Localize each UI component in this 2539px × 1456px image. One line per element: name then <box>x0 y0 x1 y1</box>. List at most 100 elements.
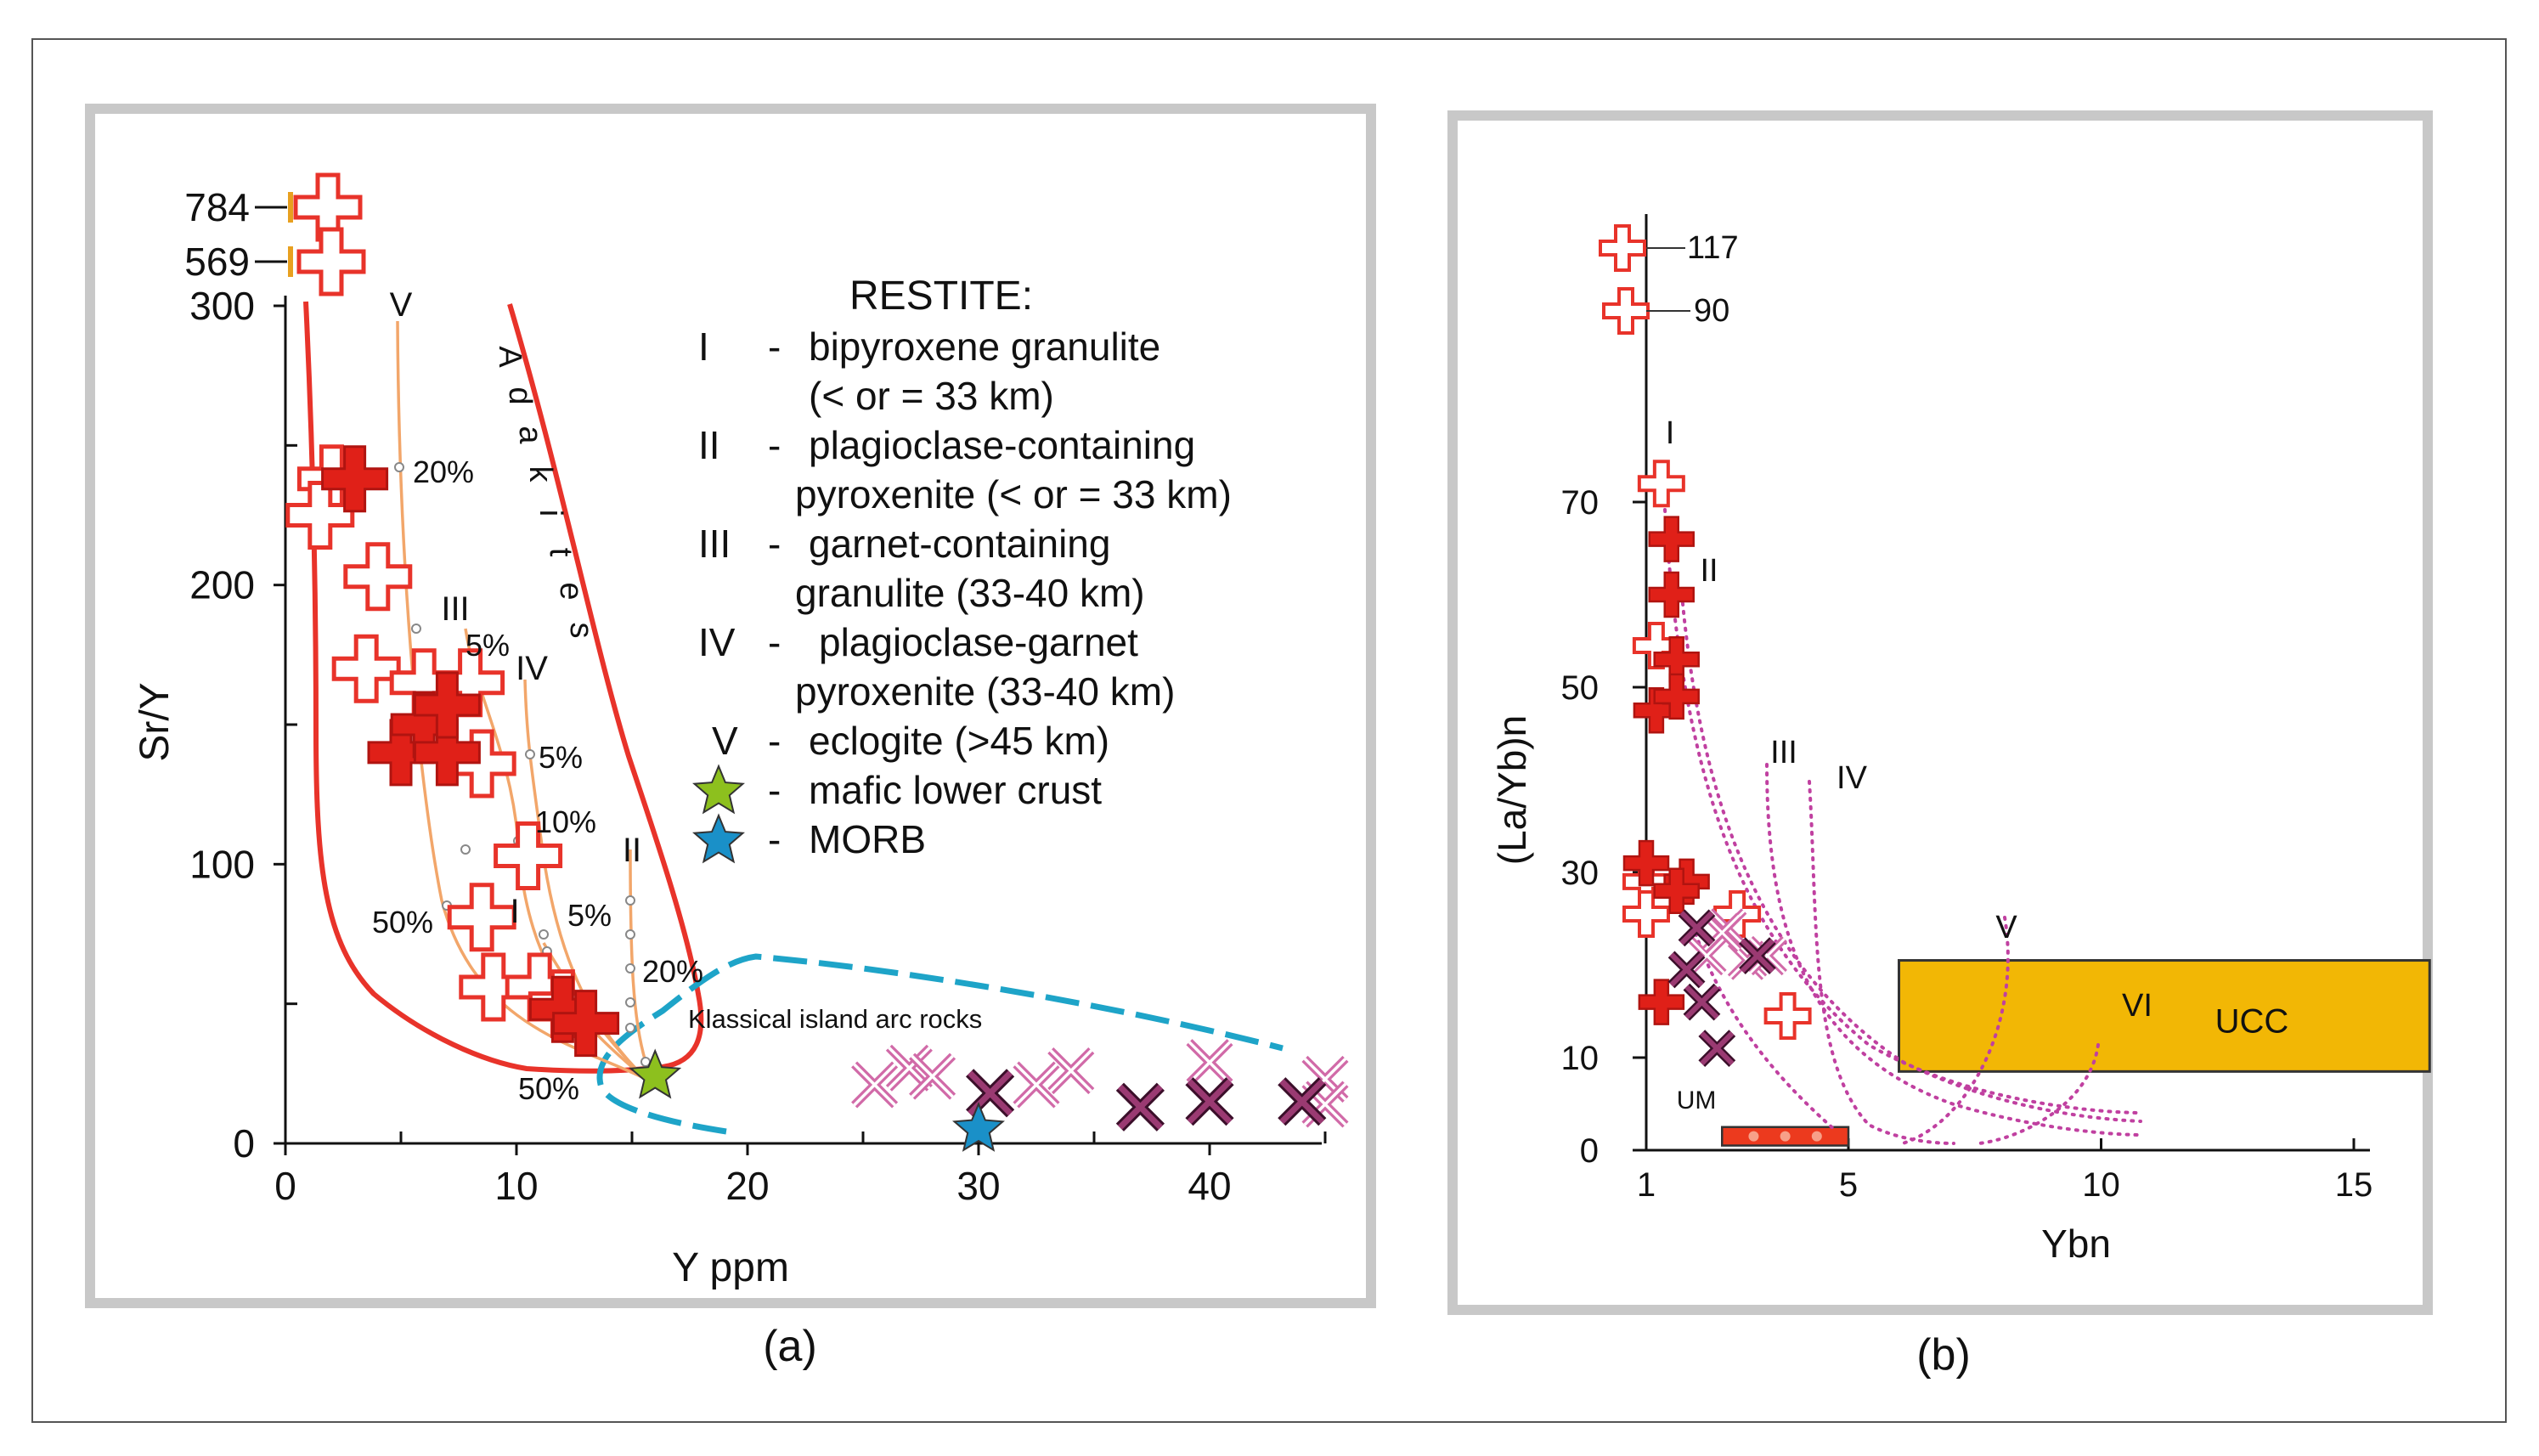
percent-label: 20% <box>413 454 474 489</box>
x-tick-label: 10 <box>494 1164 538 1208</box>
y-tick-label: 100 <box>189 842 255 886</box>
panel-label: (a) <box>763 1322 817 1371</box>
legend-num: I <box>698 324 709 369</box>
legend-num: IV <box>698 620 736 664</box>
x-mark-icon <box>970 1073 1011 1114</box>
y-tick-label: 50 <box>1561 669 1600 707</box>
legend-dash: - <box>768 719 781 763</box>
path-label-ii: II <box>1700 553 1718 589</box>
path-label-v: V <box>1995 910 2017 945</box>
um-field-dot <box>1780 1131 1791 1142</box>
legend-dash: - <box>768 620 781 664</box>
y-tick-label: 300 <box>189 284 255 328</box>
x-tick-label: 30 <box>956 1164 1000 1208</box>
vertical-field-label-letter: t <box>543 548 578 557</box>
path-label-i: I <box>1666 415 1675 451</box>
path-label-v: V <box>390 286 413 324</box>
percent-label: 5% <box>539 740 583 775</box>
percent-label: 5% <box>567 898 612 933</box>
legend-text: pyroxenite (33-40 km) <box>795 669 1175 714</box>
path-label-vi: VI <box>2122 988 2153 1024</box>
panel-a-frame <box>85 104 1376 1308</box>
x-tick-label: 5 <box>1839 1166 1858 1204</box>
y-axis-label: Sr/Y <box>133 682 178 761</box>
panel-b-frame <box>1447 110 2433 1315</box>
x-mark-icon <box>1016 1064 1057 1105</box>
y-tick-label: 0 <box>233 1121 255 1165</box>
vertical-field-label-letter: i <box>533 510 568 516</box>
solid-cross-icon <box>1648 571 1695 618</box>
legend-dash: - <box>768 522 781 566</box>
x-mark-icon <box>1189 1042 1230 1083</box>
open-cross-icon <box>1599 224 1646 272</box>
open-cross-icon <box>346 545 410 609</box>
path-label-i: I <box>510 893 519 930</box>
star-icon <box>629 1048 682 1099</box>
percent-label: 50% <box>372 905 433 940</box>
path-label-iv: IV <box>516 650 548 687</box>
percent-label: 5% <box>465 628 510 663</box>
legend-dash: - <box>768 423 781 467</box>
vertical-field-label-letter: s <box>563 623 599 639</box>
path-label-iii: III <box>1770 735 1797 770</box>
vertical-field-label-letter: a <box>512 426 548 444</box>
vertical-field-label-letter: A <box>492 346 528 368</box>
y-tick-label: 10 <box>1561 1040 1600 1077</box>
x-mark-icon <box>1189 1081 1230 1122</box>
legend: RESTITE: I - bipyroxene granulite (< or … <box>692 274 1232 864</box>
percent-label: 10% <box>535 804 596 839</box>
x-mark-icon <box>1682 912 1712 943</box>
open-cross-icon <box>299 229 364 294</box>
y-tick-label: 200 <box>189 563 255 607</box>
adakite-field-outline <box>303 301 704 1074</box>
star-icon <box>692 813 745 864</box>
panel-label: (b) <box>1916 1330 1971 1380</box>
legend-dash: - <box>768 324 781 369</box>
legend-text: plagioclase-containing <box>809 423 1195 467</box>
open-cross-icon <box>334 636 398 701</box>
x-mark-icon <box>1282 1081 1323 1122</box>
x-tick-label: 10 <box>2082 1166 2120 1204</box>
legend-text: bipyroxene granulite <box>809 324 1160 369</box>
outer-border <box>31 38 2507 1423</box>
legend-title: RESTITE: <box>849 274 1033 319</box>
x-mark-icon <box>1051 1051 1092 1092</box>
break-label: 117 <box>1687 230 1739 266</box>
percent-label: 50% <box>518 1071 579 1106</box>
legend-text: eclogite (>45 km) <box>809 719 1109 763</box>
path-label-iv: IV <box>1837 760 1868 796</box>
x-axis-label: Y ppm <box>672 1245 789 1290</box>
legend-num: V <box>712 719 738 763</box>
x-mark-icon <box>1701 1033 1732 1064</box>
legend-num: II <box>698 423 720 467</box>
percent-label: 20% <box>642 954 703 989</box>
legend-text: garnet-containing <box>809 522 1110 566</box>
um-label: UM <box>1677 1086 1717 1115</box>
legend-num: III <box>698 522 731 566</box>
legend-dash: - <box>768 817 781 861</box>
x-tick-label: 15 <box>2335 1166 2373 1204</box>
legend-text: (< or = 33 km) <box>809 374 1054 418</box>
um-field-dot <box>1748 1131 1759 1142</box>
path-label-ii: II <box>623 832 641 869</box>
star-icon <box>952 1101 1005 1152</box>
y-break-label: 784 <box>184 185 250 229</box>
panel-a: 0 10 20 30 40 0 100 200 300 784 569 Y ppm Sr/Y A… <box>133 175 1346 1371</box>
y-tick-label: 30 <box>1561 855 1600 892</box>
break-label: 90 <box>1694 293 1729 329</box>
ucc-label: UCC <box>2215 1002 2289 1040</box>
x-tick-label: 20 <box>725 1164 769 1208</box>
x-tick-label: 0 <box>274 1164 296 1208</box>
y-tick-label: 0 <box>1580 1132 1599 1170</box>
x-axis-label: Ybn <box>2041 1222 2111 1266</box>
y-break-label: 569 <box>184 240 250 284</box>
legend-text: pyroxenite (< or = 33 km) <box>795 472 1232 516</box>
star-icon <box>692 764 745 815</box>
solid-cross-icon <box>1648 516 1695 562</box>
legend-text: granulite (33-40 km) <box>795 571 1145 615</box>
vertical-field-label-letter: k <box>522 466 558 483</box>
legend-text: plagioclase-garnet <box>819 620 1138 664</box>
open-cross-icon <box>1602 287 1650 335</box>
y-tick-label: 70 <box>1561 484 1600 522</box>
